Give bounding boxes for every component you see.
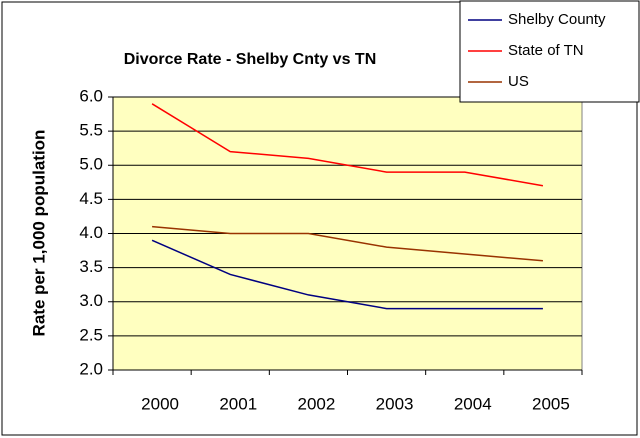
x-tick-label: 2000 [141, 394, 179, 413]
legend-label: State of TN [508, 42, 584, 59]
legend-label: US [508, 73, 529, 90]
x-tick-label: 2002 [298, 394, 336, 413]
y-tick-label: 3.0 [79, 291, 103, 310]
legend-label: Shelby County [508, 11, 606, 28]
y-tick-label: 2.0 [79, 359, 103, 378]
series-line [152, 225, 543, 262]
series-line [151, 239, 543, 310]
x-tick-label: 2001 [219, 394, 257, 413]
y-tick-label: 3.5 [79, 257, 103, 276]
y-tick-label: 2.5 [79, 325, 103, 344]
y-axis-label: Rate per 1,000 population [29, 130, 48, 337]
y-tick-label: 4.0 [79, 223, 103, 242]
y-tick-label: 4.5 [79, 189, 103, 208]
x-tick-label: 2005 [532, 394, 570, 413]
y-tick-label: 5.5 [79, 121, 103, 140]
series-line [151, 103, 544, 187]
x-tick-label: 2003 [376, 394, 414, 413]
x-tick-label: 2004 [454, 394, 492, 413]
y-tick-label: 5.0 [79, 155, 103, 174]
chart-title: Divorce Rate - Shelby Cnty vs TN [124, 51, 377, 68]
y-tick-label: 6.0 [79, 86, 103, 105]
